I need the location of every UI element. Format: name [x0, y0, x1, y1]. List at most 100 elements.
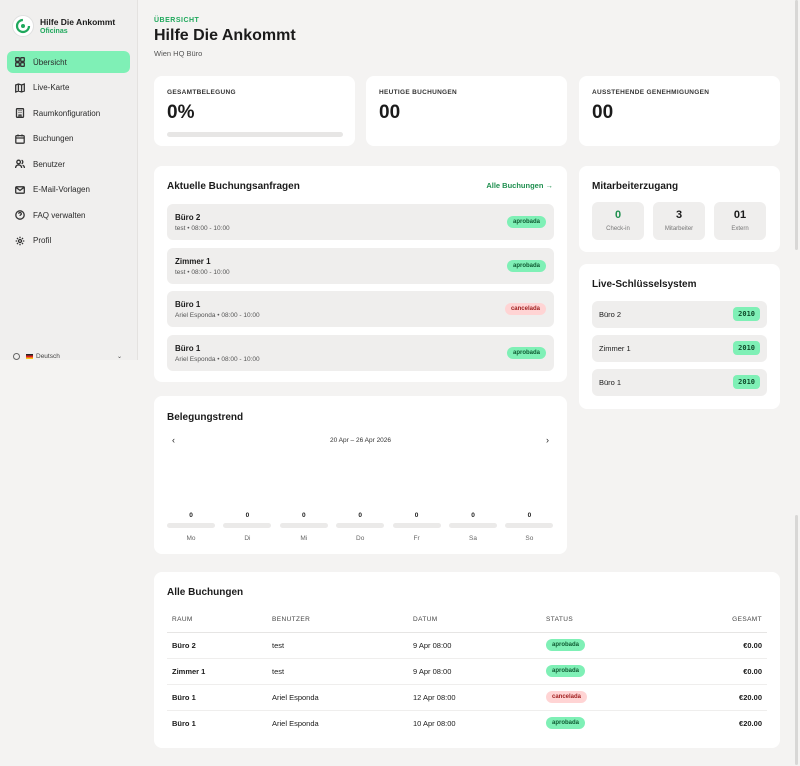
stat-card-pending: AUSSTEHENDE GENEHMIGUNGEN 00	[579, 76, 780, 146]
key-item[interactable]: Zimmer 1 2010	[592, 335, 767, 362]
list-item[interactable]: Büro 1 Ariel Esponda • 08:00 - 10:00 can…	[167, 291, 554, 327]
page-title: Hilfe Die Ankommt	[154, 27, 296, 44]
bar-day-label: Sa	[469, 535, 477, 542]
sidebar-item-benutzer[interactable]: Benutzer	[7, 153, 130, 175]
cell-total: €20.00	[661, 684, 767, 711]
logo-icon	[12, 15, 34, 37]
table-row[interactable]: Büro 2 test 9 Apr 08:00 aprobada €0.00	[167, 632, 767, 659]
stat-card-occupancy: GESAMTBELEGUNG 0%	[154, 76, 355, 146]
occupancy-progress-bar	[167, 132, 343, 137]
bar-day-label: Mi	[300, 535, 308, 542]
bar-track	[505, 523, 554, 528]
sidebar-item-label: E-Mail-Vorlagen	[33, 185, 90, 194]
card-title: Mitarbeiterzugang	[592, 181, 679, 192]
table-row[interactable]: Büro 1 Ariel Esponda 10 Apr 08:00 aproba…	[167, 710, 767, 736]
sidebar-item-buchungen[interactable]: Buchungen	[7, 128, 130, 150]
bar-track	[167, 523, 215, 528]
access-external: 01 Extern	[714, 202, 766, 240]
sidebar-item-uebersicht[interactable]: Übersicht	[7, 51, 130, 73]
column-header-status[interactable]: STATUS	[541, 608, 661, 633]
scrollbar-lower[interactable]	[795, 515, 798, 765]
sidebar-item-label: Benutzer	[33, 159, 66, 169]
bar-column: 0 Di	[223, 512, 272, 542]
cell-status: aprobada	[541, 710, 661, 736]
column-header-room[interactable]: RAUM	[167, 608, 267, 633]
next-week-button[interactable]: ›	[546, 435, 549, 445]
status-badge: aprobada	[506, 260, 546, 272]
column-header-user[interactable]: BENUTZER	[267, 608, 408, 633]
table-row[interactable]: Büro 1 Ariel Esponda 12 Apr 08:00 cancel…	[167, 684, 767, 711]
bar-day-label: Do	[356, 535, 365, 542]
bar-column: 0 Do	[336, 512, 385, 542]
bar-value-label: 0	[527, 512, 532, 519]
sidebar-item-raumkonfiguration[interactable]: Raumkonfiguration	[7, 102, 130, 124]
stat-label: GESAMTBELEGUNG	[167, 89, 236, 96]
cell-date: 10 Apr 08:00	[413, 718, 456, 728]
cell-user: test	[267, 658, 408, 685]
table-header-row: RAUM BENUTZER DATUM STATUS GESAMT	[167, 608, 767, 633]
grid-icon	[15, 57, 25, 67]
cell-user: test	[267, 632, 408, 659]
cell-date: 12 Apr 08:00	[408, 684, 541, 711]
users-icon	[15, 159, 25, 169]
key-item[interactable]: Büro 1 2010	[592, 369, 767, 396]
scrollbar[interactable]	[795, 0, 798, 250]
list-item[interactable]: Zimmer 1 test • 08:00 - 10:00 aprobada	[167, 248, 554, 284]
building-icon	[15, 108, 25, 118]
request-meta: test • 08:00 - 10:00	[175, 269, 230, 276]
stat-label: AUSSTEHENDE GENEHMIGUNGEN	[592, 89, 710, 96]
list-item[interactable]: Büro 1 Ariel Esponda • 08:00 - 10:00 apr…	[167, 335, 554, 371]
all-bookings-link[interactable]: Alle Buchungen →	[486, 181, 553, 190]
booking-requests-card: Aktuelle Buchungsanfragen Alle Buchungen…	[154, 166, 567, 382]
access-value: 01	[733, 209, 747, 221]
date-range: 20 Apr – 26 Apr 2026	[329, 437, 392, 444]
cell-date: 9 Apr 08:00	[408, 632, 541, 659]
request-room: Büro 2	[175, 213, 201, 222]
list-item[interactable]: Büro 2 test • 08:00 - 10:00 aprobada	[167, 204, 554, 240]
access-label: Mitarbeiter	[664, 226, 694, 232]
table-row[interactable]: Zimmer 1 test 9 Apr 08:00 aprobada €0.00	[167, 658, 767, 685]
sidebar-item-label: Raumkonfiguration	[33, 108, 101, 118]
bar-day-label: Mo	[186, 535, 196, 542]
status-badge: aprobada	[506, 347, 546, 359]
status-badge: aprobada	[506, 216, 546, 228]
sidebar-item-label: Übersicht	[33, 57, 67, 67]
help-circle-icon	[15, 210, 25, 220]
key-room: Zimmer 1	[599, 344, 631, 353]
card-title: Live-Schlüsselsystem	[592, 279, 697, 290]
language-select[interactable]: Deutsch ⌄	[7, 350, 128, 362]
access-value: 3	[675, 209, 683, 221]
chevron-down-icon: ⌄	[116, 353, 122, 360]
cell-total: €20.00	[739, 718, 762, 728]
cell-room: Zimmer 1	[167, 658, 267, 685]
bookings-table: RAUM BENUTZER DATUM STATUS GESAMT Büro 2…	[167, 608, 767, 736]
cell-total: €0.00	[661, 632, 767, 659]
key-room: Büro 1	[599, 378, 622, 387]
bar-column: 0 Mo	[167, 512, 215, 542]
all-bookings-card: Alle Buchungen RAUM BENUTZER DATUM STATU…	[154, 572, 780, 748]
status-badge: aprobada	[546, 639, 586, 651]
status-badge: cancelada	[546, 691, 588, 703]
cell-user: Ariel Esponda	[267, 684, 408, 711]
brand-subtitle: Oficinas	[40, 27, 68, 35]
bar-day-label: Di	[244, 535, 251, 542]
page-eyebrow: ÜBERSICHT	[154, 17, 200, 24]
bar-value-label: 0	[245, 512, 250, 519]
key-item[interactable]: Büro 2 2010	[592, 301, 767, 328]
prev-week-button[interactable]: ‹	[172, 435, 175, 445]
brand[interactable]: Hilfe Die Ankommt Oficinas	[0, 0, 137, 40]
sidebar-item-email-vorlagen[interactable]: E-Mail-Vorlagen	[7, 179, 130, 201]
access-checkin: 0 Check-in	[592, 202, 644, 240]
sidebar-item-live-karte[interactable]: Live-Karte	[7, 77, 130, 99]
request-room: Büro 1	[175, 300, 201, 309]
sidebar-item-label: Profil	[33, 236, 52, 245]
column-header-total[interactable]: GESAMT	[661, 608, 767, 633]
card-title: Belegungstrend	[167, 412, 244, 423]
bar-track	[279, 523, 328, 528]
bar-column: 0 Fr	[392, 512, 441, 542]
sidebar-item-faq[interactable]: FAQ verwalten	[7, 204, 130, 226]
column-header-date[interactable]: DATUM	[408, 608, 541, 633]
sidebar-item-profil[interactable]: Profil	[7, 230, 130, 252]
stat-label: HEUTIGE BUCHUNGEN	[379, 89, 458, 96]
access-label: Extern	[731, 226, 749, 232]
